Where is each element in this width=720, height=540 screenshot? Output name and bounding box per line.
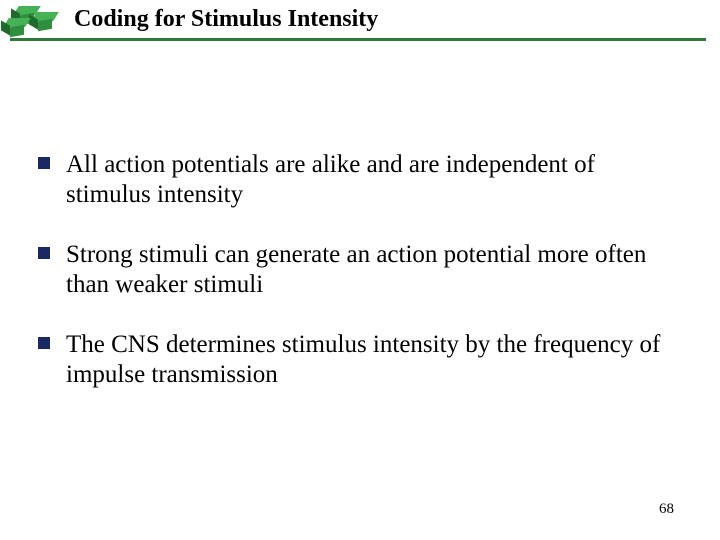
bullet-text: All action potentials are alike and are … [66,151,595,208]
bullet-text: Strong stimuli can generate an action po… [66,241,646,298]
bullet-square-icon [38,157,50,169]
slide: Coding for Stimulus Intensity All action… [0,0,720,540]
page-number: 68 [659,501,674,518]
bullet-text: The CNS determines stimulus intensity by… [66,331,660,388]
slide-title: Coding for Stimulus Intensity [74,6,378,33]
title-underline [10,38,706,41]
logo-cubes-icon [6,4,62,36]
slide-header: Coding for Stimulus Intensity [0,0,720,46]
bullet-list: All action potentials are alike and are … [36,150,684,390]
slide-body: All action potentials are alike and are … [36,150,684,420]
bullet-square-icon [38,247,50,259]
logo-cube [6,18,28,34]
bullet-square-icon [38,337,50,349]
logo-cube [34,12,56,28]
list-item: All action potentials are alike and are … [36,150,684,210]
list-item: Strong stimuli can generate an action po… [36,240,684,300]
list-item: The CNS determines stimulus intensity by… [36,330,684,390]
